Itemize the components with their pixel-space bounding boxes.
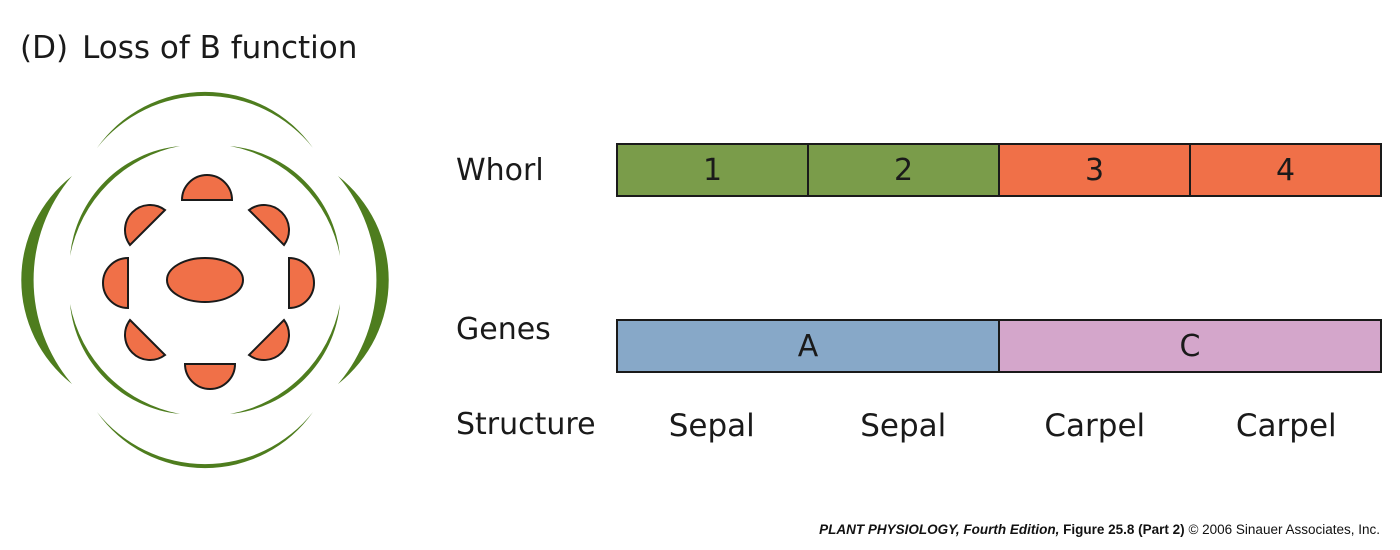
whorl-number: 1 — [702, 152, 723, 188]
structure-row: Sepal Sepal Carpel Carpel — [616, 404, 1382, 448]
central-carpel — [166, 257, 244, 303]
whorl-row-label: Whorl — [456, 153, 544, 188]
whorl-bar: 1 2 3 4 — [616, 143, 1382, 197]
panel-label: (D) — [20, 30, 69, 66]
gene-label: C — [1179, 328, 1201, 364]
structure-row-label: Structure — [456, 407, 596, 442]
whorl-cell-1: 1 — [618, 145, 807, 195]
whorl-cell-3: 3 — [998, 145, 1189, 195]
sepal-inner-top-right — [230, 146, 340, 256]
sepal-outer-top — [97, 91, 313, 148]
carpel-organ-left — [102, 256, 129, 310]
panel-title-text: Loss of B function — [82, 30, 358, 66]
genes-row-label: Genes — [456, 312, 551, 347]
sepal-inner-bottom-right — [230, 304, 340, 414]
carpel-organ-bottom-left — [124, 318, 167, 361]
sepal-outer-left — [21, 176, 72, 384]
whorl-cell-2: 2 — [807, 145, 998, 195]
structure-label-4: Carpel — [1235, 408, 1337, 444]
carpel-organ-bottom — [183, 363, 237, 390]
whorl-cell-4: 4 — [1189, 145, 1380, 195]
carpel-organ-bottom-right — [247, 318, 290, 361]
figure-number: Figure 25.8 (Part 2) — [1063, 522, 1185, 537]
structure-label-3: Carpel — [1044, 408, 1146, 444]
sepal-outer-right — [338, 176, 389, 384]
whorl-number: 2 — [893, 152, 914, 188]
carpel-whorl — [102, 174, 315, 390]
copyright: © 2006 Sinauer Associates, Inc. — [1188, 522, 1380, 537]
structure-label-2: Sepal — [860, 408, 947, 444]
structure-label-1: Sepal — [668, 408, 755, 444]
genes-bar: A C — [616, 319, 1382, 373]
flower-diagram — [21, 91, 389, 469]
carpel-organ-top-left — [124, 204, 167, 247]
carpel-organ-top — [180, 174, 234, 201]
figure-credit: PLANT PHYSIOLOGY, Fourth Edition, Figure… — [819, 522, 1380, 537]
gene-label: A — [797, 328, 819, 364]
outer-sepal-whorl — [21, 91, 389, 469]
panel-title: (D) Loss of B function — [20, 28, 357, 68]
gene-cell-c: C — [998, 321, 1380, 371]
sepal-inner-top-left — [70, 146, 180, 256]
book-title: PLANT PHYSIOLOGY, Fourth Edition, — [819, 522, 1060, 537]
whorl-number: 4 — [1275, 152, 1296, 188]
whorl-number: 3 — [1084, 152, 1105, 188]
gene-cell-a: A — [618, 321, 998, 371]
carpel-organ-top-right — [247, 204, 290, 247]
sepal-inner-bottom-left — [70, 304, 180, 414]
carpel-organ-right — [288, 256, 315, 310]
inner-sepal-whorl — [70, 146, 340, 414]
sepal-outer-bottom — [97, 412, 313, 469]
